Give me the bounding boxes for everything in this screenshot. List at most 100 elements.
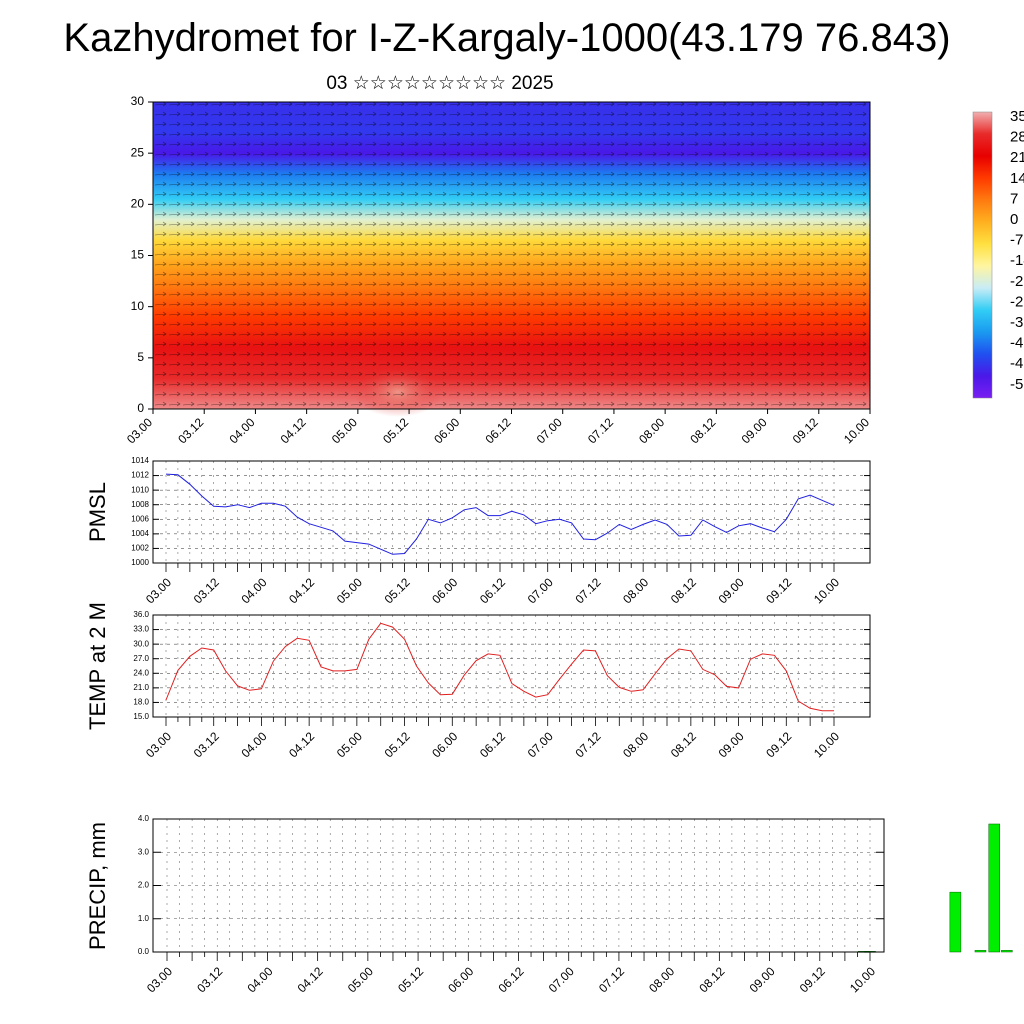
x-tick-label: 04.12 [295,964,326,995]
x-tick-label: 07.12 [572,729,603,760]
y-tick-label: 15 [131,248,145,262]
temp-panel: 15.018.021.024.027.030.033.036.0 03.00 03… [85,602,871,760]
precip-grid [153,819,884,961]
pmsl-x-axis: 03.00 03.12 04.00 04.12 05.00 05.12 06.00 06.12… [143,575,842,606]
x-tick-label: 07.00 [534,415,565,446]
x-tick-label: 07.00 [525,729,556,760]
x-tick-label: 06.00 [429,729,460,760]
temp-ylabel: TEMP at 2 M [85,602,110,730]
precip-ylabel: PRECIP, mm [85,822,110,950]
colorbar-label: 14 [1010,170,1024,187]
colorbar-label: 28 [1010,129,1024,146]
x-tick-label: 05.00 [345,964,376,995]
x-tick-label: 05.12 [382,575,413,606]
pmsl-y-axis: 1000 1002 1004 1006 1008 1010 1012 1014 [131,456,870,567]
profile-panel: 0 5 10 15 20 25 30 03.00 03.12 04.00 04.12 05.00 05… [124,94,872,446]
colorbar-label: -28 [1010,293,1024,310]
x-tick-label: 07.00 [546,964,577,995]
y-tick-label: 1006 [131,514,149,523]
x-tick-label: 07.12 [596,964,627,995]
y-tick-label: 25 [131,145,145,159]
x-tick-label: 10.00 [811,575,842,606]
y-tick-label: 30 [131,94,145,108]
x-tick-label: 08.12 [696,964,727,995]
profile-x-axis: 03.00 03.12 04.00 04.12 05.00 05.12 06.00 06.12… [124,409,872,446]
x-tick-label: 08.00 [636,415,667,446]
y-tick-label: 1000 [131,558,149,567]
temp-series-line [165,622,834,712]
y-tick-label: 1010 [131,485,149,494]
x-tick-label: 03.00 [143,729,174,760]
x-tick-label: 05.12 [382,729,413,760]
colorbar-label: -7 [1010,232,1023,249]
colorbar-label: 21 [1010,149,1024,166]
y-tick-label: 0.0 [138,947,150,956]
x-tick-label: 04.12 [278,415,309,446]
x-tick-label: 08.12 [668,575,699,606]
x-tick-label: 05.00 [329,415,360,446]
x-tick-label: 03.00 [143,575,174,606]
x-tick-label: 08.00 [646,964,677,995]
y-tick-label: 0 [137,401,144,415]
x-tick-label: 06.12 [495,964,526,995]
colorbar-label: -35 [1010,314,1024,331]
x-tick-label: 09.12 [797,964,828,995]
colorbar: 35 28 21 14 7 0 -7 -14 -21 -28 -35 -42 -49 -56 [972,108,1024,399]
x-tick-label: 10.00 [847,964,878,995]
x-tick-label: 06.12 [477,729,508,760]
temp-frame [152,614,871,718]
x-tick-label: 08.12 [668,729,699,760]
pmsl-series-line [165,473,835,555]
colorbar-label: -56 [1010,376,1024,393]
x-tick-label: 09.00 [739,415,770,446]
colorbar-fill [972,111,993,399]
y-tick-label: 1008 [131,500,149,509]
x-tick-label: 09.00 [716,729,747,760]
precip-bar [974,950,987,953]
x-tick-label: 03.12 [191,729,222,760]
x-tick-label: 05.00 [334,575,365,606]
x-tick-label: 03.12 [175,415,206,446]
x-tick-label: 07.12 [585,415,616,446]
y-tick-label: 1004 [131,529,149,538]
x-tick-label: 03.12 [191,575,222,606]
colorbar-label: -21 [1010,273,1024,290]
x-tick-label: 04.12 [286,575,317,606]
x-tick-label: 06.12 [477,575,508,606]
wind-vectors [153,102,870,409]
precip-bar [949,891,962,953]
y-tick-label: 1012 [131,471,149,480]
chart-title: Kazhydromet for I-Z-Kargaly-1000(43.179 … [63,16,951,60]
x-tick-label: 06.00 [429,575,460,606]
x-tick-label: 09.12 [763,729,794,760]
x-tick-label: 09.12 [790,415,821,446]
precip-bars [857,823,1013,953]
y-tick-label: 10 [131,299,145,313]
y-tick-label: 18.0 [133,698,149,707]
temp-y-axis: 15.0 18.0 21.0 24.0 27.0 30.0 33.0 36.0 [133,610,870,721]
colorbar-label: -14 [1010,252,1024,269]
x-tick-label: 10.00 [811,729,842,760]
x-tick-label: 04.00 [244,964,275,995]
colorbar-labels: 35 28 21 14 7 0 -7 -14 -21 -28 -35 -42 -49 -56 [1010,108,1024,393]
temp-x-axis: 03.00 03.12 04.00 04.12 05.00 05.12 06.00 06.12… [143,729,842,760]
y-tick-label: 20 [131,197,145,211]
colorbar-label: 0 [1010,211,1018,228]
x-tick-label: 05.12 [380,415,411,446]
x-tick-label: 04.00 [238,575,269,606]
x-tick-label: 07.12 [572,575,603,606]
precip-panel: 0.0 1.0 2.0 3.0 4.0 03.00 03.12 04.00 04.12 05.0… [85,814,1013,995]
colorbar-label: 7 [1010,190,1018,207]
x-tick-label: 05.12 [395,964,426,995]
x-tick-label: 04.00 [226,415,257,446]
x-tick-label: 09.00 [747,964,778,995]
chart-subtitle: 03 ☆☆☆☆☆☆☆☆☆ 2025 [326,73,554,94]
x-tick-label: 06.00 [431,415,462,446]
precip-bar [1001,950,1013,953]
x-tick-label: 08.00 [620,729,651,760]
y-tick-label: 33.0 [133,625,149,634]
pmsl-frame [152,460,871,564]
x-tick-label: 05.00 [334,729,365,760]
x-tick-label: 03.12 [194,964,225,995]
